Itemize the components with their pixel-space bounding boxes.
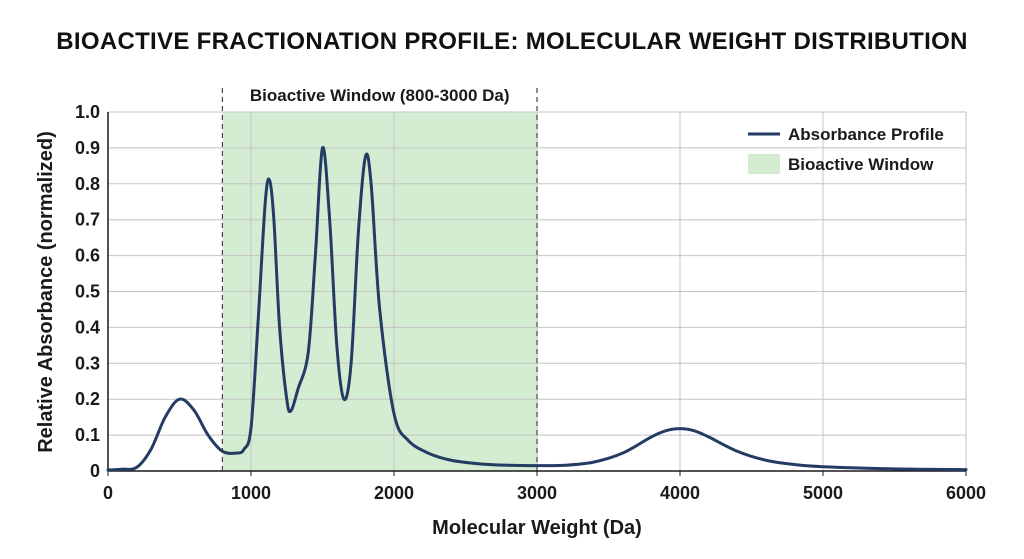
series-group (106, 146, 968, 472)
x-tick-label: 4000 (660, 483, 700, 503)
legend-patch-swatch (748, 154, 780, 174)
y-tick-label: 0.3 (75, 353, 100, 373)
tick-labels-group: 0 1000 2000 3000 4000 5000 6000 0 0.1 0.2 0.3 0.4 0.… (75, 102, 986, 503)
y-tick-label: 0.8 (75, 174, 100, 194)
region-label: Bioactive Window (800-3000 Da) (250, 86, 510, 105)
y-tick-label: 0.9 (75, 138, 100, 158)
y-axis-label: Relative Absorbance (normalized) (35, 131, 57, 453)
y-tick-label: 0.6 (75, 246, 100, 266)
y-tick-label: 0.4 (75, 317, 100, 337)
x-tick-label: 6000 (946, 483, 986, 503)
region-border-group: Bioactive Window (800-3000 Da) (221, 86, 538, 471)
legend-label: Absorbance Profile (788, 125, 944, 144)
y-tick-label: 0.5 (75, 282, 100, 302)
x-tick-label: 0 (103, 483, 113, 503)
x-axis-label: Molecular Weight (Da) (432, 517, 642, 539)
y-tick-label: 0.2 (75, 389, 100, 409)
absorbance-profile-line (106, 146, 968, 472)
y-tick-label: 1.0 (75, 102, 100, 122)
y-tick-label: 0.1 (75, 425, 100, 445)
chart-title: BIOACTIVE FRACTIONATION PROFILE: MOLECUL… (56, 28, 968, 55)
legend-label: Bioactive Window (788, 155, 934, 174)
grid-group (108, 111, 967, 471)
legend: Absorbance Profile Bioactive Window (748, 125, 944, 174)
x-tick-label: 1000 (231, 483, 271, 503)
axes-group (107, 112, 967, 476)
x-tick-label: 3000 (517, 483, 557, 503)
y-tick-label: 0 (90, 461, 100, 481)
y-tick-label: 0.7 (75, 210, 100, 230)
x-tick-label: 2000 (374, 483, 414, 503)
x-tick-label: 5000 (803, 483, 843, 503)
